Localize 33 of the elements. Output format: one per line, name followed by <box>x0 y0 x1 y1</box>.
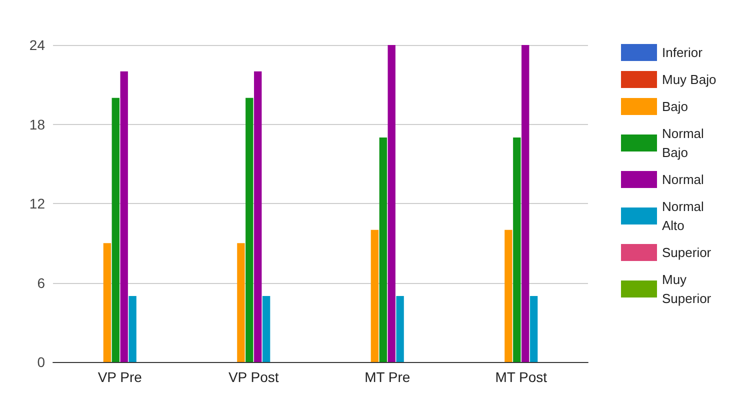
legend-label: Normal <box>662 172 704 187</box>
y-tick-label: 24 <box>29 37 46 53</box>
bar <box>128 296 136 362</box>
legend-label: Superior <box>662 245 712 260</box>
x-tick-label: MT Post <box>495 369 548 385</box>
legend-label: Muy Bajo <box>662 72 716 87</box>
y-tick-label: 0 <box>37 354 46 370</box>
x-tick-label: VP Post <box>228 369 279 385</box>
bar <box>120 71 128 362</box>
bar <box>513 137 521 362</box>
bar <box>370 230 379 362</box>
bar <box>246 98 254 362</box>
legend-label: Inferior <box>662 45 704 60</box>
bar <box>112 98 120 362</box>
bar <box>388 45 396 362</box>
x-tick-label: MT Pre <box>364 369 410 385</box>
bar <box>379 137 387 362</box>
bar <box>522 45 530 362</box>
x-tick-label: VP Pre <box>98 369 142 385</box>
legend-label: Normal Alto <box>662 199 708 233</box>
legend-label: Muy Superior <box>662 272 712 306</box>
bar <box>237 243 245 362</box>
y-tick-label: 18 <box>29 116 46 132</box>
bar <box>254 71 262 362</box>
legend-label: Bajo <box>662 99 688 114</box>
bar <box>103 243 112 362</box>
legend-label: Normal Bajo <box>662 126 708 160</box>
bar <box>396 296 404 362</box>
y-tick-label: 6 <box>37 274 46 291</box>
bar <box>530 296 538 362</box>
y-tick-label: 12 <box>29 196 46 212</box>
bar <box>262 296 270 362</box>
bar <box>504 230 512 362</box>
